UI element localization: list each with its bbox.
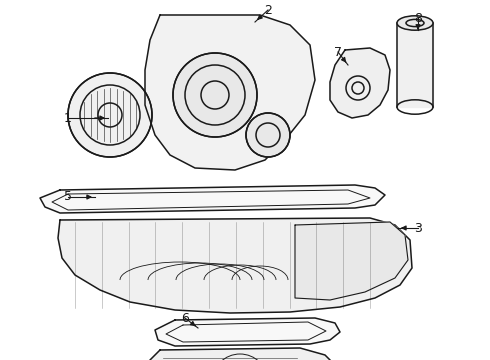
Text: 3: 3 (414, 221, 422, 234)
Polygon shape (330, 48, 390, 118)
Circle shape (68, 73, 152, 157)
Polygon shape (295, 222, 408, 300)
Text: 2: 2 (264, 4, 272, 17)
Text: 5: 5 (64, 190, 72, 203)
Ellipse shape (397, 16, 433, 30)
Text: 6: 6 (181, 311, 189, 324)
Circle shape (246, 113, 290, 157)
Text: 7: 7 (334, 45, 342, 58)
Circle shape (173, 53, 257, 137)
Polygon shape (145, 15, 315, 170)
Text: 8: 8 (414, 12, 422, 24)
Polygon shape (58, 218, 412, 313)
Polygon shape (155, 318, 340, 346)
Polygon shape (145, 348, 338, 360)
Polygon shape (40, 185, 385, 213)
Text: 1: 1 (64, 112, 72, 125)
